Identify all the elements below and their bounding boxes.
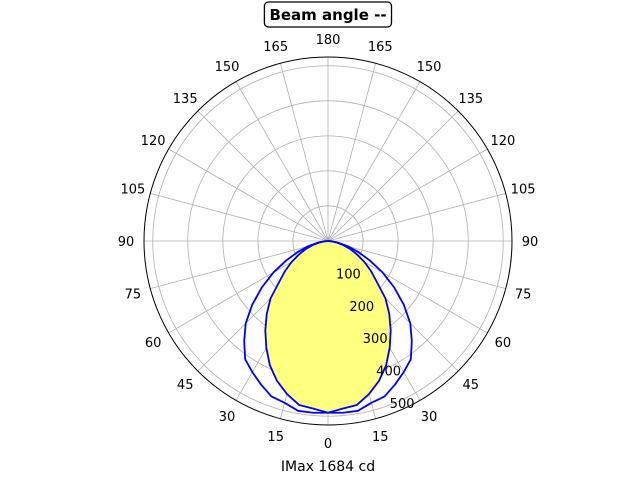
angle-tick-label: 150 <box>417 60 442 75</box>
angular-grid-line <box>279 63 329 242</box>
angle-tick-label: 30 <box>219 410 236 425</box>
radial-tick-label: 300 <box>363 332 388 347</box>
angular-grid-line <box>327 192 506 242</box>
angle-tick-label: 150 <box>215 60 240 75</box>
angle-tick-label: 45 <box>177 378 194 393</box>
angular-grid-line <box>150 192 329 242</box>
angle-tick-label: 60 <box>495 336 512 351</box>
intensity-curve-outer <box>243 240 413 414</box>
polar-frame <box>143 56 513 426</box>
angle-tick-label: 105 <box>511 183 536 198</box>
radial-tick-label: 400 <box>376 365 401 380</box>
angle-tick-label: 90 <box>118 235 135 250</box>
angle-tick-label: 120 <box>141 134 166 149</box>
angular-grid-line <box>327 240 506 290</box>
radial-tick-label: 100 <box>336 267 361 282</box>
angular-grid-line <box>327 63 377 242</box>
angle-tick-label: 30 <box>421 410 438 425</box>
angular-grid-line <box>150 240 329 290</box>
angle-tick-label: 60 <box>145 336 162 351</box>
angular-grid-line <box>327 148 488 242</box>
angular-grid-line <box>327 81 421 242</box>
angle-tick-label: 45 <box>463 378 480 393</box>
angle-tick-label: 90 <box>522 235 539 250</box>
angle-tick-label: 105 <box>120 183 145 198</box>
chart-title-box: Beam angle -- <box>263 1 393 28</box>
intensity-fill-area <box>265 241 391 413</box>
angle-tick-label: 135 <box>458 92 483 107</box>
angle-tick-label: 135 <box>173 92 198 107</box>
chart-title-frame <box>263 1 393 28</box>
angle-tick-label: 15 <box>267 430 284 445</box>
angle-tick-label: 75 <box>515 287 532 302</box>
angle-tick-label: 180 <box>316 33 341 48</box>
angular-grid-line <box>235 81 329 242</box>
angle-tick-label: 165 <box>368 40 393 55</box>
chart-title: Beam angle -- <box>269 6 386 24</box>
angle-tick-label: 15 <box>372 430 389 445</box>
angular-grid-line <box>168 148 329 242</box>
angle-tick-label: 120 <box>490 134 515 149</box>
angular-grid-line <box>327 110 459 242</box>
angular-grid-line <box>197 110 329 242</box>
angle-tick-label: 0 <box>324 437 332 452</box>
angle-tick-label: 75 <box>125 287 142 302</box>
radial-tick-label: 200 <box>349 300 374 315</box>
radial-tick-label: 500 <box>390 397 415 412</box>
x-axis-label: IMax 1684 cd <box>281 459 375 475</box>
angle-tick-label: 165 <box>263 40 288 55</box>
